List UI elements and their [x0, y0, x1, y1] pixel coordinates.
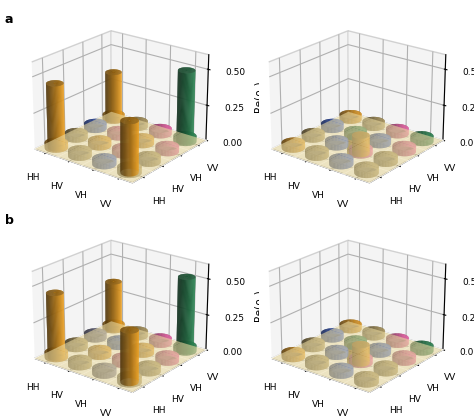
Text: b: b	[5, 214, 14, 227]
Text: a: a	[5, 13, 13, 26]
